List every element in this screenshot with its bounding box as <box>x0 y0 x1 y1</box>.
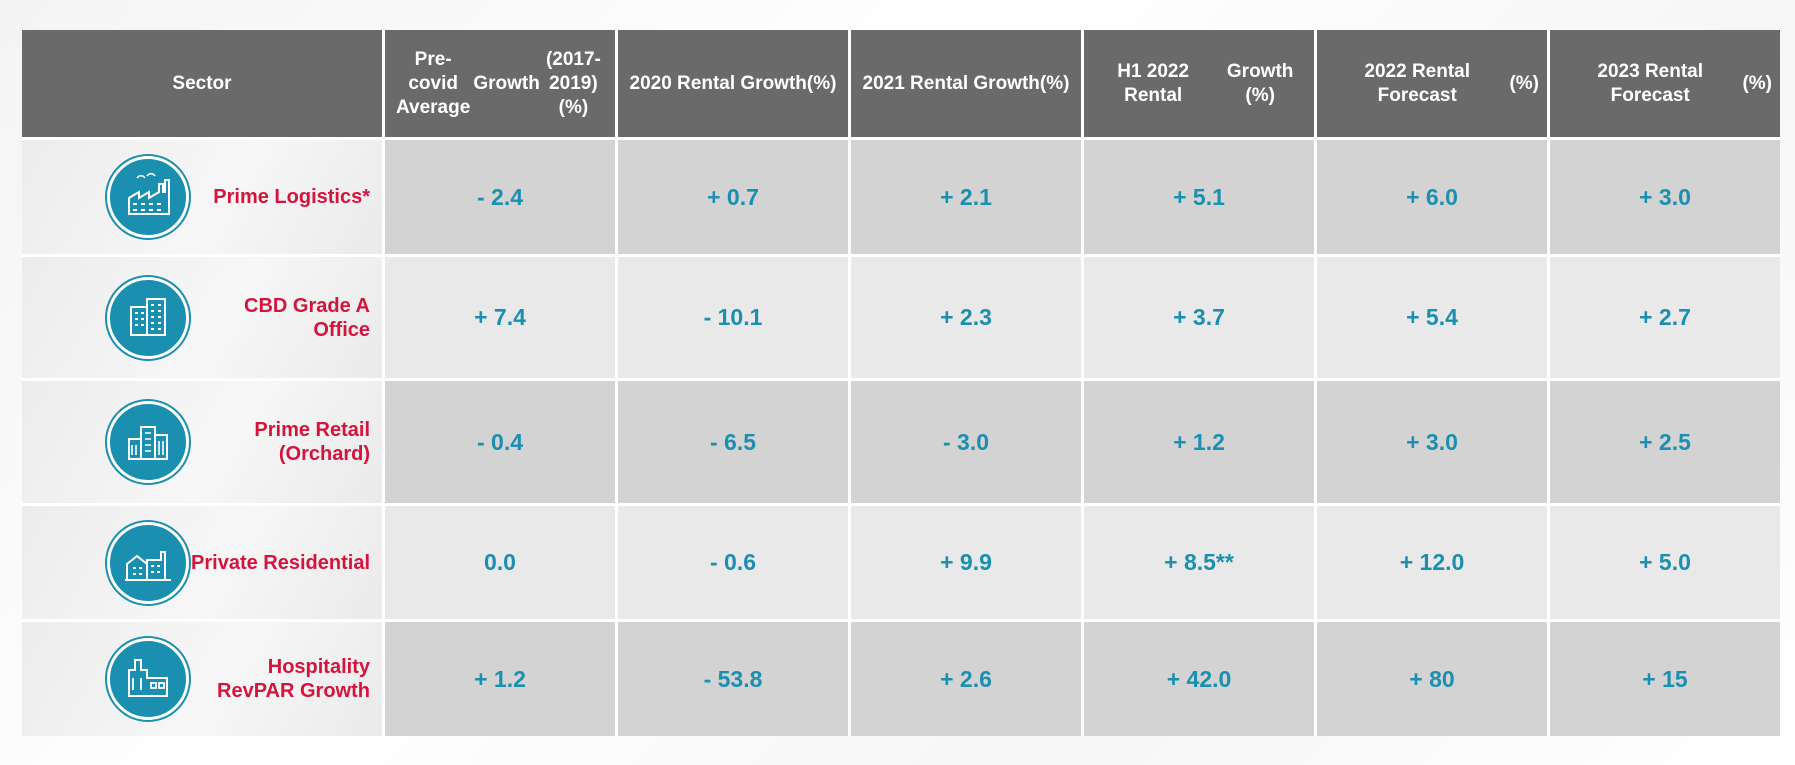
column-header: H1 2022 Rental Growth (%) <box>1081 30 1314 137</box>
value-cell: + 9.9 <box>848 503 1081 619</box>
column-header: Sector <box>22 30 382 137</box>
value-cell: + 5.0 <box>1547 503 1780 619</box>
value-cell: + 0.7 <box>615 137 848 254</box>
value-cell: + 3.7 <box>1081 254 1314 378</box>
sector-cell: Hospitality RevPAR Growth <box>22 619 382 736</box>
value-cell: + 2.7 <box>1547 254 1780 378</box>
value-cell: - 0.6 <box>615 503 848 619</box>
value-cell: + 3.0 <box>1314 378 1547 503</box>
sector-cell: CBD Grade A Office <box>22 254 382 378</box>
sector-cell: Private Residential <box>22 503 382 619</box>
value-cell: + 2.3 <box>848 254 1081 378</box>
value-cell: + 1.2 <box>1081 378 1314 503</box>
column-header: 2022 Rental Forecast (%) <box>1314 30 1547 137</box>
value-cell: + 12.0 <box>1314 503 1547 619</box>
value-cell: - 0.4 <box>382 378 615 503</box>
value-cell: + 3.0 <box>1547 137 1780 254</box>
sector-cell: Prime Retail (Orchard) <box>22 378 382 503</box>
value-cell: + 15 <box>1547 619 1780 736</box>
value-cell: + 8.5** <box>1081 503 1314 619</box>
column-header: 2023 Rental Forecast (%) <box>1547 30 1780 137</box>
office-building-icon <box>107 276 189 359</box>
value-cell: - 3.0 <box>848 378 1081 503</box>
sector-cell: Prime Logistics* <box>22 137 382 254</box>
value-cell: + 2.6 <box>848 619 1081 736</box>
column-header: 2020 Rental Growth (%) <box>615 30 848 137</box>
value-cell: + 7.4 <box>382 254 615 378</box>
value-cell: + 42.0 <box>1081 619 1314 736</box>
hotel-icon <box>107 638 189 720</box>
column-header: 2021 Rental Growth (%) <box>848 30 1081 137</box>
sector-name: Prime Logistics* <box>213 186 370 208</box>
value-cell: - 6.5 <box>615 378 848 503</box>
column-header: Pre-covid Average Growth (2017-2019) (%) <box>382 30 615 137</box>
value-cell: - 2.4 <box>382 137 615 254</box>
retail-building-icon <box>107 401 189 483</box>
value-cell: + 6.0 <box>1314 137 1547 254</box>
value-cell: + 5.1 <box>1081 137 1314 254</box>
sector-name: CBD Grade A Office <box>244 294 370 341</box>
value-cell: - 10.1 <box>615 254 848 378</box>
value-cell: - 53.8 <box>615 619 848 736</box>
factory-icon <box>107 156 189 238</box>
rental-growth-table: Sector Pre-covid Average Growth (2017-2019)… <box>22 30 1780 736</box>
sector-name: Prime Retail (Orchard) <box>254 419 370 465</box>
value-cell: + 5.4 <box>1314 254 1547 378</box>
value-cell: + 2.5 <box>1547 378 1780 503</box>
value-cell: + 2.1 <box>848 137 1081 254</box>
sector-name: Private Residential <box>191 551 370 574</box>
residential-icon <box>107 521 189 604</box>
value-cell: 0.0 <box>382 503 615 619</box>
value-cell: + 1.2 <box>382 619 615 736</box>
sector-name: Hospitality RevPAR Growth <box>217 656 370 702</box>
value-cell: + 80 <box>1314 619 1547 736</box>
